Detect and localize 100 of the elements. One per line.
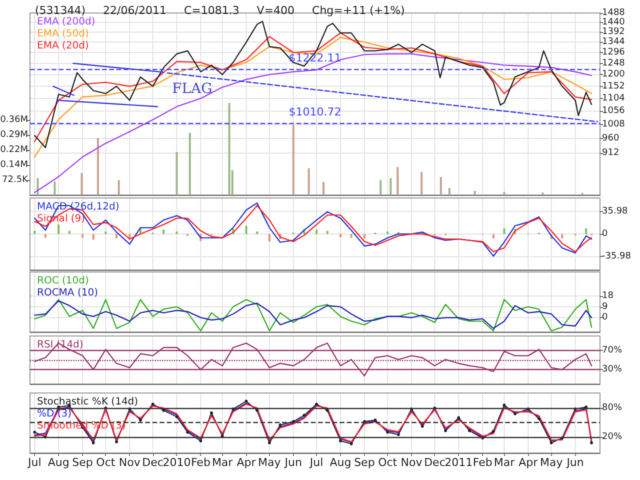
y2-tick-label: 1392 (602, 27, 625, 38)
line-series (34, 36, 592, 158)
point (92, 441, 95, 444)
point (175, 415, 178, 418)
bar (188, 132, 191, 195)
x-tick-label: Dec (142, 456, 164, 469)
y2-tick-label: 1008 (602, 120, 626, 130)
bar (492, 234, 494, 238)
x-tick-label: Nov (118, 456, 141, 469)
y-tick-label: 30% (602, 364, 622, 375)
bar (44, 234, 46, 238)
series-label: ROCMA (10) (37, 288, 98, 298)
x-tick-label: Dec (424, 456, 446, 469)
x-tick-label: Jun (566, 456, 584, 469)
x-tick-label: Feb (190, 456, 210, 469)
bar (116, 234, 118, 238)
bar (34, 230, 36, 234)
y-tick-label: 0.36M (0, 115, 28, 126)
ref-line-label: $1010.72 (288, 106, 342, 119)
x-tick-label: Mar (212, 456, 234, 469)
bar (256, 231, 258, 234)
bar (176, 152, 178, 195)
point (514, 412, 517, 416)
text: EMA (200d) (37, 16, 96, 28)
y-tick-label: 70% (602, 345, 622, 356)
y-tick-label: 72.5K (2, 175, 30, 186)
point (492, 430, 495, 433)
bar (448, 188, 450, 195)
point (396, 433, 400, 436)
y2-tick-label: 1344 (602, 37, 626, 48)
x-tick-label: Sep (72, 456, 93, 469)
bar (396, 167, 399, 195)
x-tick-label: Apr (518, 456, 538, 469)
point (386, 430, 390, 434)
bar (245, 226, 248, 234)
bar (326, 230, 328, 234)
bar (339, 234, 342, 238)
point (326, 408, 329, 412)
y-tick-label: 0.22M (0, 145, 28, 156)
point (115, 440, 118, 444)
point (33, 430, 36, 434)
x-tick-label: Jul (308, 456, 324, 469)
point (550, 441, 553, 444)
point (210, 411, 214, 414)
y2-tick-label: 1200 (602, 70, 626, 80)
y-tick-label: 80% (602, 403, 622, 413)
y-tick-label: 35.98 (602, 206, 628, 216)
bar (36, 178, 39, 195)
y-tick-label: 20% (602, 432, 622, 442)
bar (58, 224, 60, 234)
x-tick-label: 2010 (162, 456, 191, 469)
point (338, 439, 342, 442)
x-tick-label: 2011 (444, 456, 473, 469)
x-tick-label: Jun (284, 456, 302, 469)
x-tick-label: Nov (400, 456, 423, 469)
y2-tick-label: 960 (602, 133, 620, 144)
y2-tick-label: 1440 (602, 17, 626, 28)
y-tick-label: -35.98 (602, 252, 632, 262)
point (268, 441, 271, 444)
x-tick-label: May (540, 456, 564, 469)
bar (96, 138, 99, 195)
bar (80, 173, 83, 195)
bar (585, 228, 588, 234)
y2-tick-label: 1296 (602, 48, 626, 58)
point (590, 441, 594, 444)
point (537, 417, 540, 420)
y2-tick-label: 1248 (602, 58, 626, 68)
bar (322, 182, 324, 195)
bar (104, 231, 107, 234)
bar (386, 231, 389, 234)
point (502, 404, 506, 407)
x-tick-label: Mar (494, 456, 516, 469)
x-tick-label: Aug (48, 456, 70, 469)
bar (474, 190, 476, 195)
point (457, 416, 460, 420)
x-tick-label: Feb (472, 456, 492, 469)
x-tick-label: Aug (330, 456, 352, 469)
y-tick-label: 0 (602, 229, 608, 239)
line-series (34, 53, 592, 194)
bar (316, 230, 318, 234)
y-tick-label: 0.29M (0, 130, 28, 140)
point (350, 442, 353, 446)
y2-tick-label: 1056 (602, 106, 626, 116)
y2-tick-label: 1152 (602, 81, 625, 92)
bar (176, 231, 178, 234)
point (186, 430, 190, 434)
x-tick-label: Jul (26, 456, 42, 469)
bar (440, 177, 442, 195)
point (444, 429, 448, 432)
text: EMA (20d) (37, 40, 89, 52)
bar (503, 192, 506, 195)
bar (118, 180, 120, 195)
x-tick-label: Apr (236, 456, 256, 469)
annotation: FLAG (172, 81, 212, 97)
bar (228, 102, 230, 195)
bar (162, 230, 165, 234)
series-label: Stochastic %K (14d) (37, 396, 138, 408)
point (199, 439, 202, 442)
x-tick-label: Oct (378, 456, 398, 469)
bar (363, 234, 366, 238)
